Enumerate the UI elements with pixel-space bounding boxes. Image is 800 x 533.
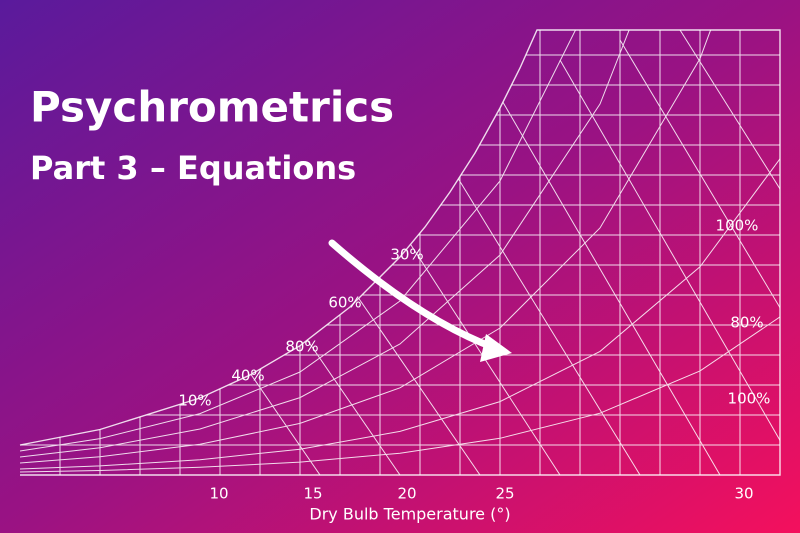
- x-tick-label: 20: [397, 485, 416, 503]
- curve-label: 80%: [730, 314, 763, 332]
- curve-label: 80%: [285, 338, 318, 356]
- x-tick-label: 25: [495, 485, 514, 503]
- subtitle: Part 3 – Equations: [30, 149, 356, 187]
- x-tick-label: 10: [209, 485, 228, 503]
- x-tick-label: 15: [303, 485, 322, 503]
- curve-label: 30%: [390, 246, 423, 264]
- x-axis-label: Dry Bulb Temperature (°): [309, 505, 510, 524]
- curve-label: 40%: [231, 367, 264, 385]
- curve-label: 100%: [728, 390, 771, 408]
- arrow: [328, 239, 499, 352]
- arrow-head: [480, 334, 512, 362]
- chart-frame: [19, 29, 781, 476]
- curve-label: 100%: [716, 217, 759, 235]
- curve-label: 60%: [328, 294, 361, 312]
- curve-label: 10%: [178, 392, 211, 410]
- x-tick-label: 30: [734, 485, 753, 503]
- title: Psychrometrics: [30, 83, 394, 132]
